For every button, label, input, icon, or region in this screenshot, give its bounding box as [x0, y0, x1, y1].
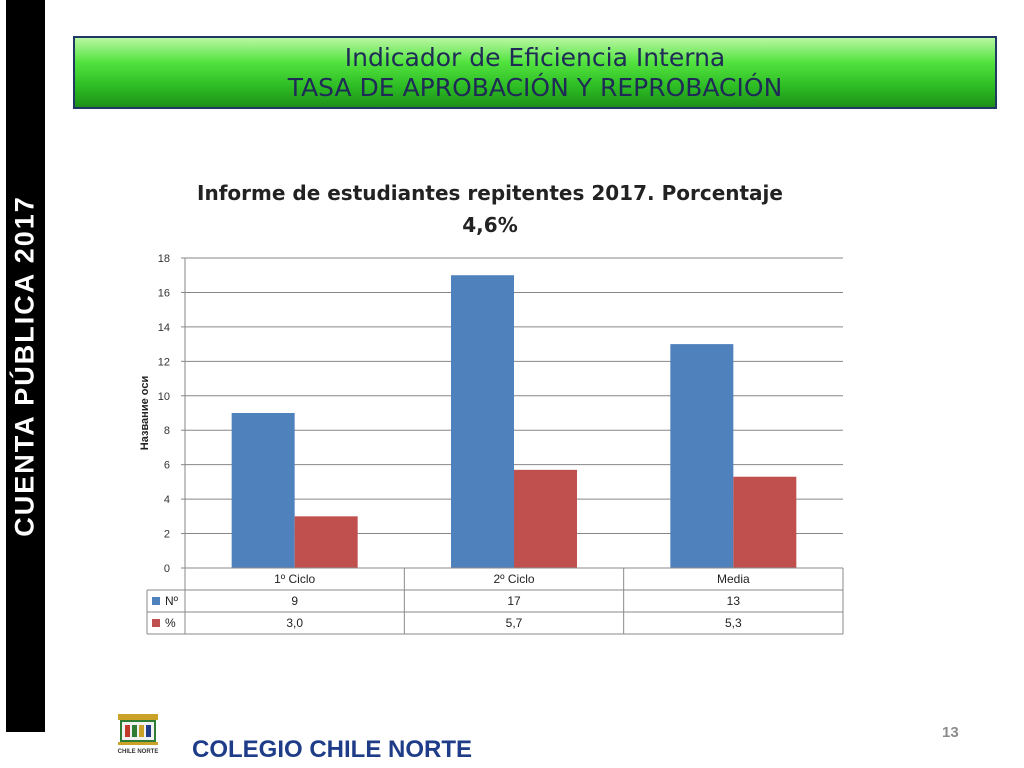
legend-swatch — [152, 597, 160, 605]
logo-text: CHILE NORTE — [118, 749, 159, 755]
y-tick-label: 2 — [164, 529, 170, 541]
data-label: 17 — [507, 594, 521, 608]
y-axis-label: Название оси — [139, 376, 151, 450]
page-number: 13 — [942, 724, 959, 741]
legend-label: % — [165, 616, 176, 630]
bar — [294, 516, 358, 568]
header-banner: Indicador de Eficiencia Interna TASA DE … — [73, 36, 997, 109]
side-band — [6, 0, 45, 732]
y-tick-label: 8 — [164, 425, 170, 437]
chart-title-line2: 4,6% — [462, 213, 518, 237]
school-name: COLEGIO CHILE NORTE — [192, 736, 473, 763]
category-label: Media — [717, 572, 750, 586]
header-subtitle: TASA DE APROBACIÓN Y REPROBACIÓN — [287, 72, 783, 102]
bar — [451, 275, 514, 568]
data-label: 9 — [291, 594, 298, 608]
y-tick-label: 16 — [158, 287, 170, 299]
legend-swatch — [152, 619, 160, 627]
data-label: 3,0 — [286, 616, 303, 630]
y-tick-label: 14 — [158, 322, 170, 334]
category-label: 1º Ciclo — [274, 572, 315, 586]
data-label: 5,7 — [506, 616, 523, 630]
bar — [231, 413, 295, 568]
data-label: 5,3 — [725, 616, 742, 630]
header-title: Indicador de Eficiencia Interna — [344, 42, 726, 72]
chart-title-line1: Informe de estudiantes repitentes 2017. … — [197, 181, 783, 205]
data-label: 13 — [727, 594, 741, 608]
bar — [514, 469, 577, 568]
school-logo: CHILE NORTE — [118, 714, 159, 755]
bar — [733, 476, 797, 568]
y-tick-label: 6 — [164, 460, 170, 472]
y-tick-label: 18 — [158, 253, 170, 265]
y-tick-label: 4 — [164, 494, 170, 506]
category-label: 2º Ciclo — [493, 572, 534, 586]
y-tick-label: 10 — [158, 391, 170, 403]
legend-label: Nº — [165, 594, 179, 608]
y-tick-label: 12 — [158, 356, 170, 368]
bar — [670, 344, 734, 568]
y-tick-label: 0 — [164, 563, 170, 575]
chart-title: Informe de estudiantes repitentes 2017. … — [190, 177, 790, 241]
